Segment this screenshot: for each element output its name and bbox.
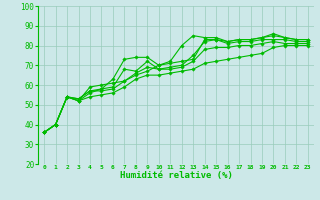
X-axis label: Humidité relative (%): Humidité relative (%) xyxy=(120,171,232,180)
